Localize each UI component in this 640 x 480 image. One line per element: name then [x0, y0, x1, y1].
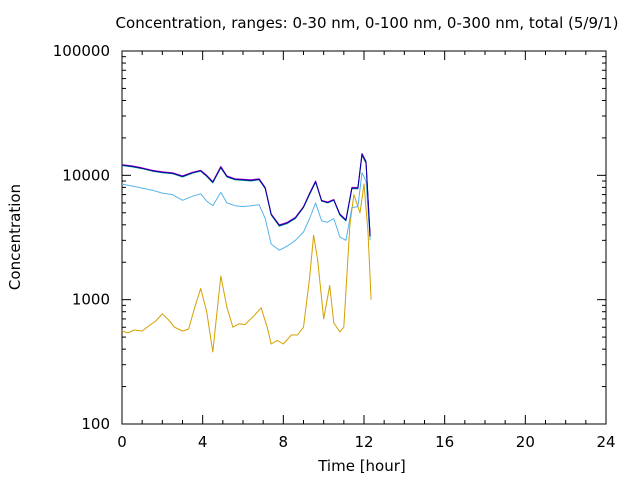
y-axis-ticks: 100 1000 10000 100000 — [53, 42, 606, 433]
x-axis-label: Time [hour] — [317, 457, 406, 475]
series-line-1 — [121, 183, 372, 353]
x-tick-label: 20 — [516, 433, 535, 451]
y-tick-label: 10000 — [62, 166, 110, 184]
x-tick-label: 0 — [117, 433, 127, 451]
x-axis-ticks: 0 4 8 12 16 20 24 — [117, 51, 616, 451]
series-layer — [121, 152, 372, 353]
y-axis-label: Concentration — [6, 184, 24, 290]
series-line-2 — [121, 172, 371, 251]
y-tick-label: 1000 — [72, 291, 110, 309]
x-tick-label: 16 — [435, 433, 454, 451]
chart-title: Concentration, ranges: 0-30 nm, 0-100 nm… — [116, 14, 619, 32]
x-tick-label: 4 — [198, 433, 208, 451]
x-tick-label: 12 — [354, 433, 373, 451]
series-line-3 — [121, 154, 371, 237]
series-line-4 — [121, 152, 371, 236]
x-tick-label: 8 — [279, 433, 289, 451]
y-tick-label: 100000 — [53, 42, 110, 60]
y-tick-label: 100 — [81, 415, 110, 433]
series-line-5 — [121, 153, 371, 237]
x-tick-label: 24 — [596, 433, 615, 451]
plot-frame — [121, 50, 607, 425]
